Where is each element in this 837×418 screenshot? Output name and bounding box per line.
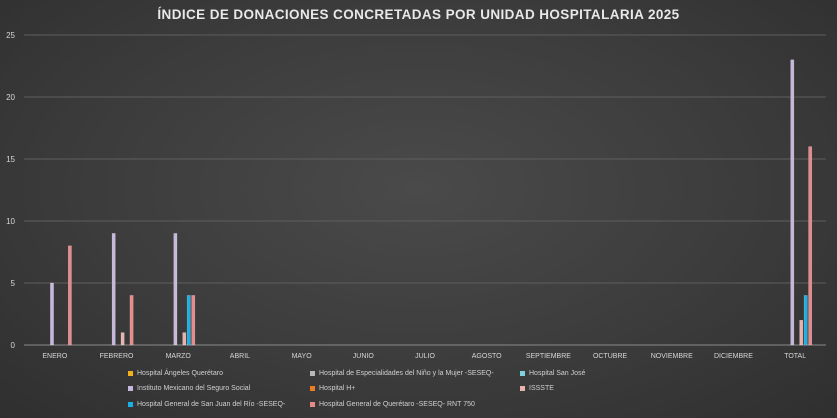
gridlines bbox=[24, 34, 826, 346]
x-category-label: OCTUBRE bbox=[593, 353, 628, 360]
legend-label: Hospital de Especialidades del Niño y la… bbox=[319, 369, 494, 377]
bar bbox=[129, 295, 134, 346]
legend-label: Hospital H+ bbox=[319, 384, 356, 392]
x-category-label: NOVIEMBRE bbox=[651, 353, 693, 360]
x-category-label: ABRIL bbox=[230, 353, 250, 360]
y-tick-label: 10 bbox=[6, 217, 15, 226]
x-category-label: JULIO bbox=[415, 353, 435, 360]
x-category-label: MAYO bbox=[292, 353, 313, 360]
legend-label: ISSSTE bbox=[529, 384, 554, 392]
legend-swatch bbox=[128, 370, 133, 376]
y-tick-label: 0 bbox=[11, 341, 16, 350]
legend-entry: Hospital General de San Juan del Río -SE… bbox=[128, 398, 285, 410]
x-category-label: JUNIO bbox=[353, 353, 375, 360]
bars bbox=[50, 59, 813, 346]
legend-entry: ISSSTE bbox=[520, 382, 554, 394]
bar bbox=[50, 282, 54, 346]
legend-entry: Hospital General de Querétaro -SESEQ- RN… bbox=[310, 398, 475, 410]
legend-entry: Hospital de Especialidades del Niño y la… bbox=[310, 367, 494, 379]
x-category-label: ENERO bbox=[42, 353, 67, 360]
legend-label: Hospital General de San Juan del Río -SE… bbox=[137, 400, 286, 408]
chart-title: ÍNDICE DE DONACIONES CONCRETADAS POR UNI… bbox=[157, 7, 680, 22]
legend-entry: Hospital Ángeles Querétaro bbox=[128, 367, 223, 379]
x-category-label: MARZO bbox=[166, 353, 192, 360]
y-axis: 0 5 10 15 20 25 bbox=[6, 31, 15, 350]
legend-label: Hospital General de Querétaro -SESEQ- RN… bbox=[319, 400, 475, 408]
legend-label: Hospital Ángeles Querétaro bbox=[137, 369, 223, 377]
bar bbox=[68, 245, 72, 346]
x-category-label: DICIEMBRE bbox=[714, 353, 753, 360]
bar bbox=[173, 233, 178, 346]
bar bbox=[186, 295, 191, 346]
x-category-label: FEBRERO bbox=[100, 353, 134, 360]
bar bbox=[182, 332, 187, 346]
legend-entry: Hospital H+ bbox=[310, 382, 355, 394]
bar bbox=[790, 59, 795, 346]
legend-swatch bbox=[310, 401, 315, 407]
bar bbox=[120, 332, 125, 346]
legend-label: Instituto Mexicano del Seguro Social bbox=[137, 384, 251, 392]
legend-swatch bbox=[128, 385, 133, 391]
legend-label: Hospital San José bbox=[529, 369, 586, 377]
bar bbox=[803, 295, 808, 346]
x-category-label: TOTAL bbox=[784, 353, 806, 360]
legend-swatch bbox=[128, 401, 133, 407]
legend-swatch bbox=[310, 385, 315, 391]
legend-entry: Hospital San José bbox=[520, 367, 585, 379]
bar bbox=[799, 319, 804, 346]
x-category-label: SEPTIEMBRE bbox=[526, 353, 571, 360]
legend: Hospital Ángeles Querétaro Hospital de Es… bbox=[128, 367, 728, 415]
y-tick-label: 25 bbox=[6, 31, 15, 40]
legend-swatch bbox=[520, 385, 525, 391]
x-axis: ENERO FEBRERO MARZO ABRIL MAYO JUNIO JULIO AGOS… bbox=[42, 353, 806, 360]
bar bbox=[191, 295, 196, 346]
bar bbox=[808, 146, 813, 346]
legend-swatch bbox=[520, 370, 525, 376]
y-tick-label: 20 bbox=[6, 93, 15, 102]
x-category-label: AGOSTO bbox=[472, 353, 502, 360]
bar bbox=[111, 233, 116, 346]
y-tick-label: 15 bbox=[6, 155, 15, 164]
legend-swatch bbox=[310, 370, 315, 376]
legend-entry: Instituto Mexicano del Seguro Social bbox=[128, 382, 250, 394]
y-tick-label: 5 bbox=[11, 279, 16, 288]
